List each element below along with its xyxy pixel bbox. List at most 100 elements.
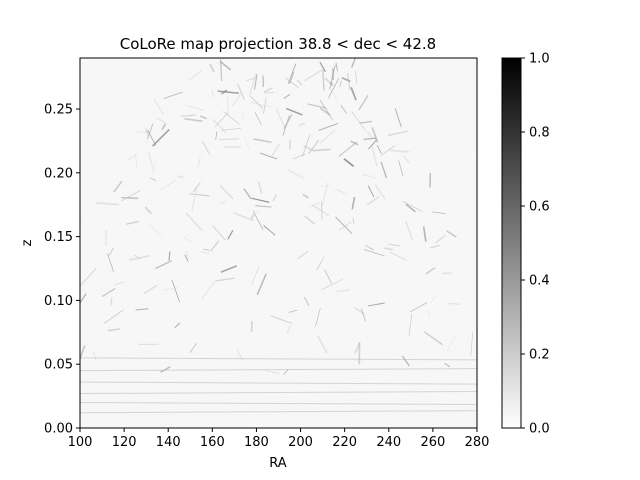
x-tick-label: 160 (200, 435, 225, 450)
filament-mark (371, 145, 378, 167)
filament-mark (350, 140, 359, 146)
filament-mark (254, 112, 262, 125)
filament-mark (338, 141, 358, 157)
filament-mark (316, 256, 325, 271)
filament-mark (343, 158, 355, 167)
filament-mark (321, 278, 343, 291)
filament-mark (296, 250, 309, 260)
y-axis: 0.00 0.05 0.10 0.15 0.20 0.25 (44, 103, 80, 437)
filament-mark (307, 103, 327, 109)
filament-mark (184, 254, 189, 262)
filament-mark (380, 145, 395, 156)
filament-mark (126, 220, 139, 225)
band-mark (80, 401, 477, 405)
filament-mark (288, 309, 298, 313)
filament-mark (308, 202, 320, 208)
filament-mark (298, 122, 306, 126)
filament-mark (408, 313, 413, 336)
filament-mark (237, 83, 245, 100)
filament-mark (283, 114, 293, 129)
filament-mark (255, 205, 272, 208)
filament-mark (422, 226, 427, 242)
filament-mark (347, 72, 351, 91)
filament-mark (176, 175, 184, 179)
colorbar-tick-label: 0.6 (529, 200, 550, 215)
band-mark (80, 381, 477, 385)
filament-mark (149, 177, 157, 181)
filament-mark (362, 173, 377, 179)
filament-mark (144, 206, 152, 215)
filament-mark (249, 74, 257, 96)
filament-mark (403, 155, 411, 164)
filament-mark (340, 104, 347, 114)
filament-mark (215, 131, 218, 140)
y-tick-label: 0.00 (44, 422, 73, 437)
filament-mark (398, 160, 404, 177)
heatmap-image (80, 58, 477, 428)
filament-mark (321, 69, 325, 91)
filament-mark (367, 302, 385, 307)
filament-mark (338, 221, 352, 231)
filament-mark (355, 70, 357, 84)
filament-mark (95, 202, 120, 206)
filament-mark (359, 120, 373, 124)
x-tick-label: 140 (156, 435, 181, 450)
filament-mark (329, 82, 333, 89)
filament-mark (231, 93, 242, 107)
filament-mark (405, 221, 413, 241)
colorbar-tick-label: 1.0 (529, 52, 550, 67)
filament-mark (402, 200, 423, 212)
filament-mark (384, 247, 393, 251)
filament-mark (199, 115, 207, 120)
x-tick-label: 120 (112, 435, 137, 450)
filament-mark (227, 96, 229, 117)
heatmap-texture (80, 58, 477, 428)
filament-mark (358, 94, 369, 111)
band-mark (80, 410, 477, 414)
filament-mark (101, 287, 116, 298)
x-tick-label: 260 (420, 435, 445, 450)
filament-mark (285, 77, 299, 88)
filament-mark (430, 296, 436, 303)
colorbar-tick-label: 0.0 (529, 422, 550, 437)
filament-mark (152, 158, 157, 176)
filament-mark (153, 98, 165, 116)
filament-mark (264, 369, 280, 375)
filament-mark (351, 196, 356, 210)
filament-mark (367, 185, 375, 198)
filament-mark (252, 210, 261, 213)
filament-mark (350, 87, 357, 101)
filament-mark (405, 203, 416, 213)
filament-mark (144, 127, 149, 137)
filament-mark (275, 107, 286, 129)
y-axis-label: z (20, 239, 35, 246)
filament-mark (159, 180, 176, 191)
x-axis: 100 120 140 160 180 200 220 240 260 280 (68, 428, 489, 450)
y-tick-label: 0.05 (44, 358, 73, 373)
x-tick-label: 100 (68, 435, 93, 450)
filament-mark (470, 332, 474, 357)
filament-mark (401, 355, 410, 367)
chart-title: CoLoRe map projection 38.8 < dec < 42.8 (120, 35, 436, 53)
filament-mark (215, 277, 235, 282)
band-mark (80, 357, 477, 361)
filament-mark (220, 265, 238, 274)
colorbar-axis: 0.0 0.2 0.4 0.6 0.8 1.0 (521, 52, 550, 437)
filament-mark (250, 95, 264, 109)
filament-mark (151, 128, 170, 147)
filament-mark (328, 78, 340, 99)
filament-mark (186, 104, 204, 111)
filament-mark (121, 196, 139, 200)
filament-mark (197, 157, 202, 168)
filament-mark (287, 63, 297, 84)
filament-mark (211, 89, 215, 98)
colorbar-tick-label: 0.8 (529, 126, 550, 141)
filament-mark (80, 293, 87, 305)
filament-mark (303, 145, 313, 151)
filament-mark (227, 229, 234, 240)
filament-mark (233, 212, 254, 222)
filament-mark (174, 322, 181, 329)
filament-mark (304, 215, 316, 225)
filament-mark (214, 112, 229, 128)
